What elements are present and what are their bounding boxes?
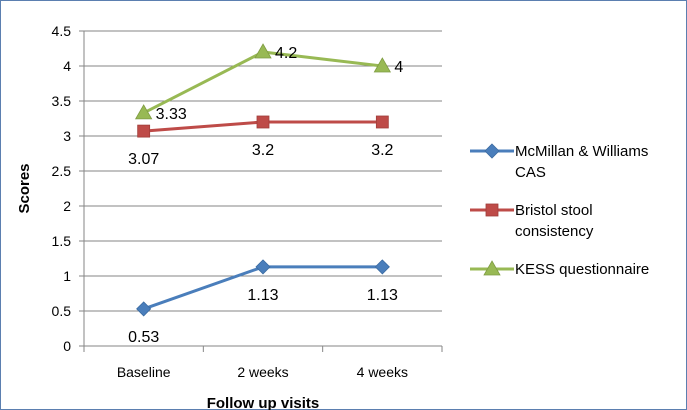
data-point-1 xyxy=(256,115,270,129)
y-tick-label: 4 xyxy=(63,58,71,74)
data-label: 3.33 xyxy=(156,106,187,123)
legend-marker-1 xyxy=(485,203,499,217)
data-point-2 xyxy=(254,43,272,59)
data-label: 3.2 xyxy=(371,142,393,159)
y-axis-title: Scores xyxy=(16,163,33,213)
data-point-1 xyxy=(375,115,389,129)
legend-marker-0 xyxy=(484,143,500,159)
legend-label: KESS questionnaire xyxy=(515,261,649,278)
data-label: 0.53 xyxy=(128,329,159,346)
data-point-0 xyxy=(136,301,152,317)
y-tick-label: 4.5 xyxy=(52,23,72,39)
data-label: 3.2 xyxy=(252,142,274,159)
y-tick-label: 3.5 xyxy=(52,93,72,109)
y-tick-label: 0.5 xyxy=(52,303,72,319)
x-axis-title: Follow up visits xyxy=(207,395,320,410)
data-label: 4 xyxy=(394,59,403,76)
data-label: 1.13 xyxy=(247,287,278,304)
legend-label: CAS xyxy=(515,164,546,181)
y-tick-label: 3 xyxy=(63,128,71,144)
x-tick-label: 2 weeks xyxy=(237,364,288,380)
x-tick-label: 4 weeks xyxy=(357,364,408,380)
legend-label: Bristol stool xyxy=(515,202,593,219)
series-line-2 xyxy=(142,50,383,115)
data-point-2 xyxy=(134,104,153,120)
data-label: 1.13 xyxy=(367,287,398,304)
legend-label: consistency xyxy=(515,223,594,240)
y-tick-label: 2.5 xyxy=(52,163,72,179)
data-label: 4.2 xyxy=(275,45,297,62)
data-point-2 xyxy=(373,57,392,73)
y-tick-label: 2 xyxy=(63,198,71,214)
data-label: 3.07 xyxy=(128,151,159,168)
y-tick-label: 1 xyxy=(63,268,71,284)
legend-marker-2 xyxy=(483,260,501,276)
data-point-0 xyxy=(255,259,271,275)
y-tick-label: 0 xyxy=(63,338,71,354)
x-tick-label: Baseline xyxy=(117,364,171,380)
y-tick-label: 1.5 xyxy=(52,233,72,249)
data-point-1 xyxy=(137,124,151,138)
data-point-0 xyxy=(374,259,390,275)
legend-label: McMillan & Williams xyxy=(515,143,648,160)
